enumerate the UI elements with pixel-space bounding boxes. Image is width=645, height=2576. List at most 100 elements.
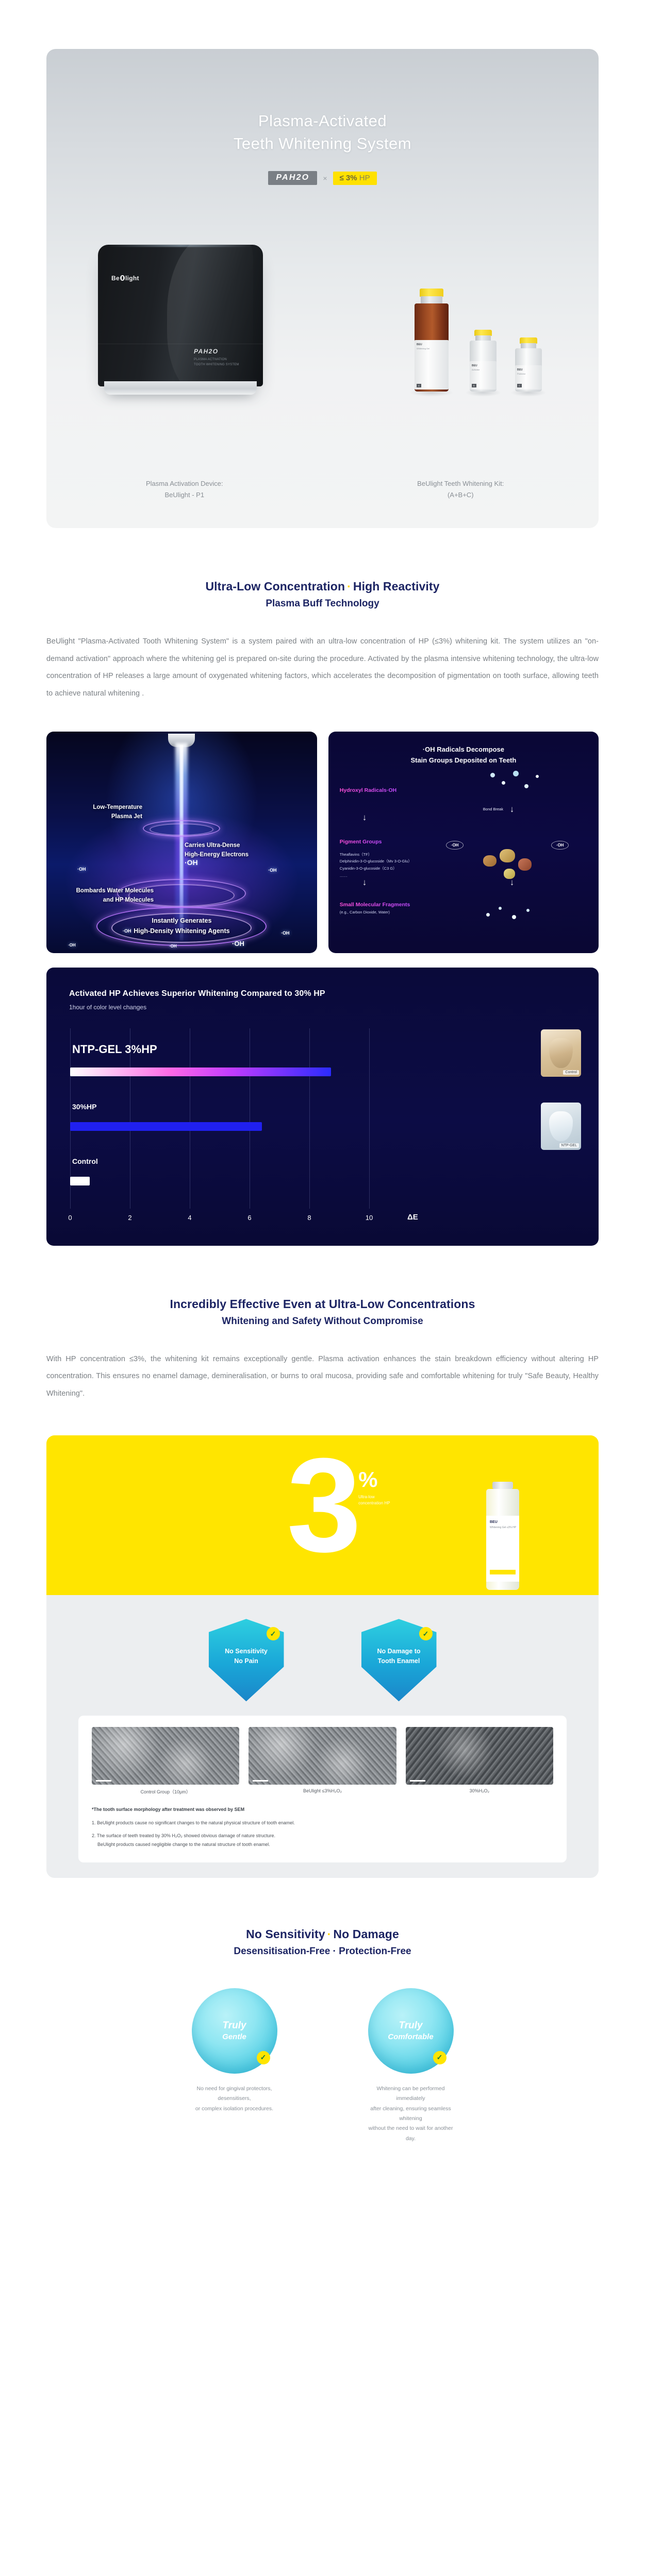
bottle-b-kind: B: [472, 384, 476, 387]
chart-x-axis-label: ΔE: [407, 1212, 418, 1222]
check-icon-1: ✓: [266, 1627, 280, 1641]
hp-concentration-badge: ≤ 3% HP: [333, 171, 377, 185]
bottle-a-neck: [421, 296, 442, 304]
plasma-ring-1b: [150, 823, 214, 836]
hero-title-line2: Teeth Whitening System: [233, 134, 412, 153]
radical-category-pigment: Pigment Groups: [339, 838, 382, 845]
plasma-label-jet-line2: Plasma Jet: [111, 813, 142, 820]
section1-title-part-b: High Reactivity: [353, 580, 440, 593]
radical-panel-title-line2: Stain Groups Deposited on Teeth: [410, 756, 517, 764]
shield-no-sensitivity: No Sensitivity No Pain ✓: [208, 1619, 284, 1702]
shield-2-line1: No Damage to: [377, 1648, 421, 1655]
plasma-ring-1: [143, 820, 221, 837]
plasma-label-electrons-line1: Carries Ultra-Dense: [185, 842, 240, 849]
circle-icon-gentle: Truly Gentle ✓: [191, 1988, 277, 2074]
badge-comfortable-caption: Whitening can be performed immediately a…: [368, 2084, 454, 2144]
device-top-glow: [108, 245, 253, 247]
caption-kit: BeUlight Teeth Whitening Kit: (A+B+C): [323, 478, 599, 502]
fragment-dot-3: [511, 914, 516, 919]
plasma-jet-diagram: Low-Temperature Plasma Jet Carries Ultra…: [46, 731, 317, 953]
oh-chip-left: ·OH: [445, 840, 464, 850]
down-arrow-icon-4: ↓: [509, 877, 515, 887]
device-logo: Be light: [111, 275, 139, 282]
xtick-2: 2: [128, 1213, 132, 1222]
tooth-caption-control: Control: [563, 1070, 579, 1075]
xtick-0: 0: [68, 1213, 72, 1222]
bond-break-label: Bond Break: [483, 806, 503, 811]
plasma-label-jet: Low-Temperature Plasma Jet: [65, 803, 142, 822]
hero-caption-row: Plasma Activation Device: BeUlight - P1 …: [46, 478, 599, 502]
sem-item-control: Control Group（10μm）: [92, 1727, 240, 1795]
sem-item-beulight: BeUlight ≤3%H₂O₂: [249, 1727, 396, 1795]
device-brand-text: PAH2O: [194, 348, 219, 355]
oh-radical-1: ·OH: [77, 866, 86, 872]
vial-accent-bar: [490, 1570, 516, 1575]
badge-comfortable-caption-line2: after cleaning, ensuring seamless whiten…: [370, 2105, 451, 2122]
hero-badge-row: PAH2O × ≤ 3% HP: [46, 171, 599, 185]
plasma-ring-3: [96, 906, 267, 946]
badge-comfortable-caption-line1: Whitening can be performed immediately: [376, 2085, 445, 2102]
sem-note-3: BeUlight products caused negligible chan…: [97, 1841, 270, 1847]
down-arrow-icon-3: ↓: [362, 877, 367, 887]
tooth-shape-control: [549, 1038, 573, 1068]
badge-gentle-caption: No need for gingival protectors, desensi…: [192, 2084, 277, 2114]
section3-title-dot: ·: [327, 1927, 332, 1941]
gridline-0: [70, 1028, 71, 1209]
bottle-a: BEU Whitening Gel A: [409, 289, 454, 397]
plasma-label-electrons-line2: High-Energy Electrons: [185, 851, 249, 858]
tooth-shape-ntpgel: [549, 1111, 573, 1141]
molecule-dot-2: [501, 781, 505, 785]
sem-notes: *The tooth surface morphology after trea…: [92, 1805, 553, 1849]
tooth-caption-ntpgel: NTP-GEL: [559, 1143, 579, 1148]
shield-no-damage: No Damage to Tooth Enamel ✓: [361, 1619, 437, 1702]
device-base: [104, 381, 257, 395]
bottle-a-label: BEU Whitening Gel A: [415, 340, 449, 389]
xtick-6: 6: [247, 1213, 252, 1222]
pigment-molecule-4: [503, 868, 515, 879]
tooth-photo-ntpgel: NTP-GEL: [541, 1102, 581, 1150]
bottle-c-neck: [521, 343, 536, 349]
bottle-c-label: BEU Protector C: [515, 365, 542, 389]
big-number-three: 3: [287, 1435, 361, 1581]
vial-cap: [492, 1482, 513, 1489]
vial-label: BEU Whitening Gel ≤3% HP: [486, 1516, 519, 1582]
bottle-b-label: BEU Activator B: [470, 361, 497, 389]
check-icon-2: ✓: [419, 1627, 433, 1641]
caption-device-line2: BeUlight - P1: [164, 491, 205, 499]
plasma-panels-row: Low-Temperature Plasma Jet Carries Ultra…: [46, 731, 599, 953]
bottle-a-body: BEU Whitening Gel A: [415, 303, 449, 392]
bottle-a-cap: [420, 289, 443, 297]
oh-chip-right: ·OH: [551, 840, 569, 850]
fragment-dot-1: [486, 912, 490, 917]
radical-fragments-note: (e.g., Carbon Dioxide, Water): [339, 909, 390, 914]
hp-unit: HP: [359, 173, 370, 182]
sem-scale-bar-1: [96, 1780, 111, 1782]
safety-claims-area: No Sensitivity No Pain ✓ No Damage to To…: [46, 1595, 599, 1878]
radical-category-fragments: Small Molecular Fragments: [339, 901, 410, 908]
vial-title: BEU: [490, 1520, 498, 1524]
bottle-c-sub: Protector: [517, 372, 526, 375]
section1-heading: Ultra-Low Concentration · High Reactivity …: [0, 580, 645, 609]
percent-note: Ultra-low concentration HP: [358, 1494, 390, 1506]
pigment-item-0: Theaflavins（TF）: [339, 852, 372, 857]
bottle-c-title: BEU: [517, 368, 523, 371]
bar-label-control: Control: [72, 1157, 98, 1165]
pigment-molecule-3: [518, 858, 532, 871]
hero-title-line1: Plasma-Activated: [258, 112, 387, 130]
radical-panel-title-line1: ·OH Radicals Decompose: [422, 745, 504, 753]
plasma-label-bombard: Bombards Water Molecules and HP Molecule…: [56, 886, 154, 905]
oh-radical-5: ·OH: [281, 930, 290, 936]
bottle-a-title: BEU: [417, 343, 422, 347]
bottle-b-cap: [474, 330, 492, 336]
shield-2-text: No Damage to Tooth Enamel: [361, 1647, 437, 1666]
circle-icon-comfortable: Truly Comfortable ✓: [368, 1988, 454, 2074]
chart-x-axis: 0 2 4 6 8 10: [68, 1213, 400, 1224]
badge-multiply-symbol: ×: [323, 174, 327, 182]
bar-label-30hp: 30%HP: [72, 1102, 97, 1111]
badge-gentle-caption-line1: No need for gingival protectors, desensi…: [196, 2085, 272, 2102]
section2-title: Incredibly Effective Even at Ultra-Low C…: [170, 1297, 475, 1311]
plasma-label-generates-line2: High-Density Whitening Agents: [134, 927, 230, 935]
plasma-label-generates-line1: Instantly Generates: [152, 917, 212, 924]
section1-title-part-a: Ultra-Low Concentration: [205, 580, 345, 593]
section1-title: Ultra-Low Concentration · High Reactivity: [0, 580, 645, 594]
